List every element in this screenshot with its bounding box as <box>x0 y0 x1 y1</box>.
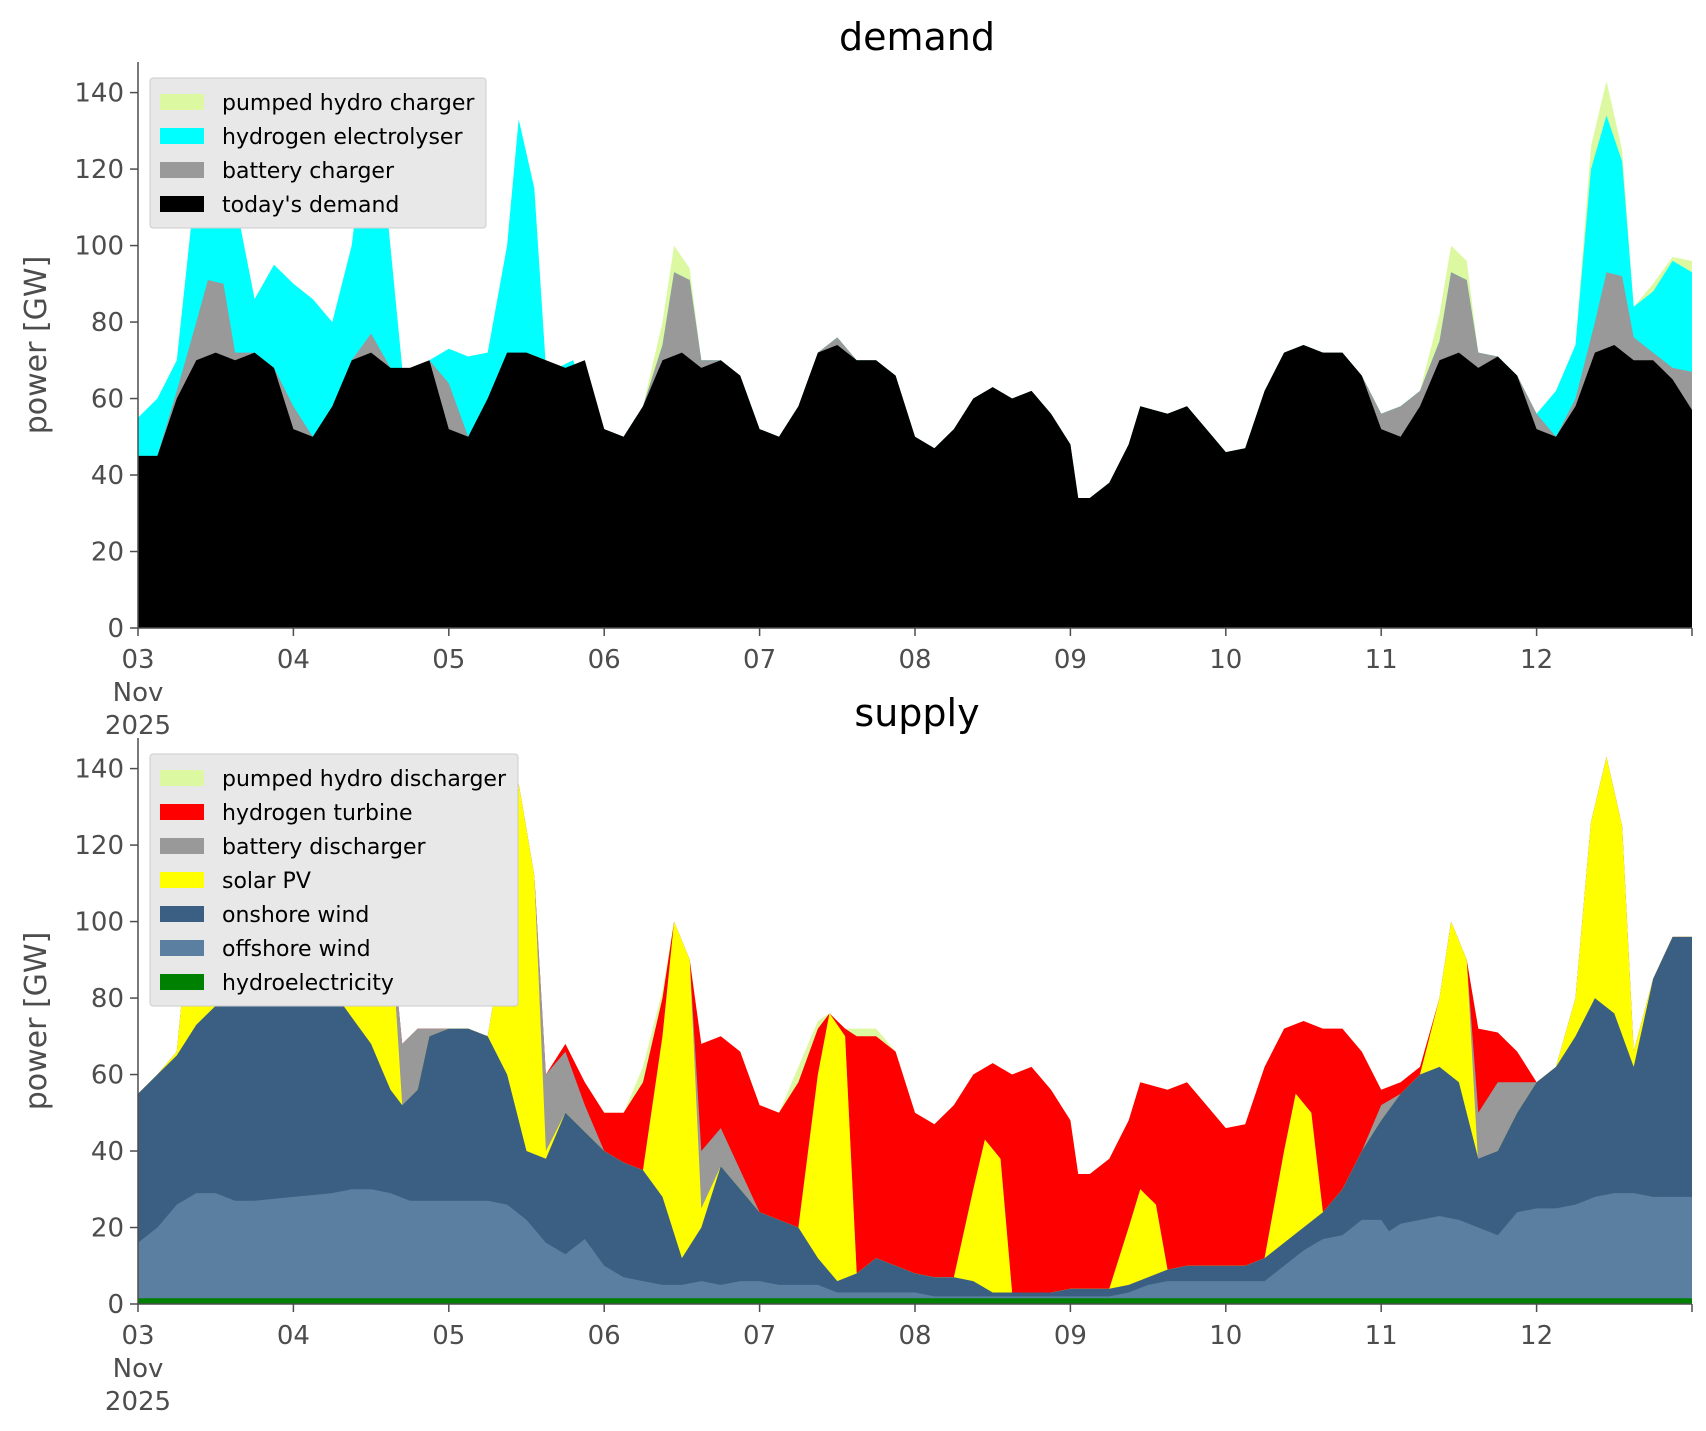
supply-y-tick-label: 0 <box>107 1290 124 1320</box>
demand-legend-item-hydrogen-electrolyser-swatch <box>160 128 204 144</box>
demand-y-tick-label: 40 <box>91 461 124 491</box>
supply-x-tick-label: 07 <box>743 1321 776 1351</box>
supply-legend-box <box>149 753 519 1007</box>
supply-x-tick-label: 12 <box>1520 1321 1553 1351</box>
demand-legend-item-battery-charger-swatch <box>160 162 204 178</box>
demand-x-tick-label: 12 <box>1520 645 1553 675</box>
supply-legend-item-hydrogen-turbine-label: hydrogen turbine <box>222 801 413 826</box>
supply-legend-item-offshore-wind-label: offshore wind <box>222 937 371 962</box>
demand-y-axis-title: power [GW] <box>19 256 54 435</box>
demand-legend-item-hydrogen-electrolyser: hydrogen electrolyser <box>160 125 463 150</box>
supply-legend-item-pumped-hydro-discharger-swatch <box>160 770 204 786</box>
supply-x-tick-label: 11 <box>1365 1321 1398 1351</box>
supply-legend-item-battery-discharger-swatch <box>160 838 204 854</box>
demand-legend: pumped hydro charger hydrogen electrolyse… <box>149 77 487 229</box>
supply-y-tick-label: 120 <box>74 831 124 861</box>
supply-areas <box>138 757 1692 1304</box>
supply-legend-item-hydrogen-turbine: hydrogen turbine <box>160 801 413 826</box>
supply-legend-item-hydroelectricity-swatch <box>160 974 204 990</box>
supply-legend-item-onshore-wind-label: onshore wind <box>222 903 369 928</box>
supply-y-tick-label: 100 <box>74 908 124 938</box>
demand-area-today-s-demand <box>138 345 1692 628</box>
supply-legend-item-solar-pv-swatch <box>160 872 204 888</box>
demand-legend-box <box>149 77 487 229</box>
supply-legend-item-onshore-wind: onshore wind <box>160 903 369 928</box>
demand-legend-item-battery-charger-label: battery charger <box>222 159 395 184</box>
supply-chart-title: supply <box>854 691 979 735</box>
demand-x-tick-label: 03 <box>121 645 154 675</box>
demand-y-tick-label: 80 <box>91 308 124 338</box>
demand-x-tick-label: 09 <box>1054 645 1087 675</box>
demand-x-tick-sublabel: Nov <box>113 678 164 708</box>
demand-legend-item-pumped-hydro-charger: pumped hydro charger <box>160 91 475 116</box>
demand-legend-item-today-s-demand: today's demand <box>160 193 399 218</box>
supply-y-tick-label: 80 <box>91 984 124 1014</box>
supply-legend-item-hydroelectricity-label: hydroelectricity <box>222 971 394 996</box>
supply-legend: pumped hydro discharger hydrogen turbine b… <box>149 753 519 1007</box>
supply-legend-item-solar-pv-label: solar PV <box>222 869 311 894</box>
demand-x-tick-label: 04 <box>277 645 310 675</box>
supply-legend-item-hydroelectricity: hydroelectricity <box>160 971 394 996</box>
supply-legend-item-pumped-hydro-discharger: pumped hydro discharger <box>160 767 507 792</box>
supply-legend-item-hydrogen-turbine-swatch <box>160 804 204 820</box>
supply-y-tick-label: 60 <box>91 1061 124 1091</box>
supply-x-tick-label: 05 <box>432 1321 465 1351</box>
demand-chart: demand power [GW] 0 20 40 60 80 100 120 140 03No… <box>19 15 1693 741</box>
demand-y-tick-label: 0 <box>107 614 124 644</box>
demand-legend-item-pumped-hydro-charger-swatch <box>160 94 204 110</box>
supply-area-onshore-wind <box>138 936 1692 1304</box>
supply-x-tick-label: 04 <box>277 1321 310 1351</box>
demand-y-tick-label: 140 <box>74 79 124 109</box>
supply-legend-item-pumped-hydro-discharger-label: pumped hydro discharger <box>222 767 507 792</box>
supply-legend-item-solar-pv: solar PV <box>160 869 311 894</box>
supply-x-tick-label: 08 <box>898 1321 931 1351</box>
supply-x-tick-sublabel: Nov <box>113 1354 164 1384</box>
supply-legend-item-offshore-wind: offshore wind <box>160 937 371 962</box>
demand-x-tick-label: 08 <box>898 645 931 675</box>
supply-y-tick-label: 20 <box>91 1214 124 1244</box>
demand-x-tick-label: 10 <box>1209 645 1242 675</box>
supply-legend-item-onshore-wind-swatch <box>160 906 204 922</box>
supply-y-tick-label: 140 <box>74 755 124 785</box>
supply-legend-item-offshore-wind-swatch <box>160 940 204 956</box>
supply-x-tick-label: 10 <box>1209 1321 1242 1351</box>
demand-legend-item-today-s-demand-label: today's demand <box>222 193 399 218</box>
demand-x-tick-label: 07 <box>743 645 776 675</box>
supply-x-tick-label: 06 <box>588 1321 621 1351</box>
supply-y-tick-label: 40 <box>91 1137 124 1167</box>
demand-legend-item-today-s-demand-swatch <box>160 196 204 212</box>
supply-x-tick-label: 09 <box>1054 1321 1087 1351</box>
supply-area-offshore-wind <box>138 1189 1692 1304</box>
supply-x-tick-sublabel: 2025 <box>105 1387 171 1417</box>
demand-x-tick-label: 05 <box>432 645 465 675</box>
demand-chart-title: demand <box>839 15 995 59</box>
demand-x-tick-label: 11 <box>1365 645 1398 675</box>
supply-x-tick-label: 03 <box>121 1321 154 1351</box>
supply-y-axis-title: power [GW] <box>19 932 54 1111</box>
demand-y-tick-label: 120 <box>74 155 124 185</box>
supply-legend-item-battery-discharger: battery discharger <box>160 835 427 860</box>
demand-y-tick-label: 60 <box>91 385 124 415</box>
demand-legend-item-pumped-hydro-charger-label: pumped hydro charger <box>222 91 475 116</box>
demand-legend-item-hydrogen-electrolyser-label: hydrogen electrolyser <box>222 125 463 150</box>
supply-legend-item-battery-discharger-label: battery discharger <box>222 835 427 860</box>
demand-y-tick-label: 100 <box>74 232 124 262</box>
demand-legend-item-battery-charger: battery charger <box>160 159 395 184</box>
supply-chart: supply power [GW] 0 20 40 60 80 100 120 140 03No… <box>19 691 1693 1417</box>
demand-areas <box>138 81 1692 629</box>
demand-x-tick-sublabel: 2025 <box>105 711 171 741</box>
demand-y-tick-label: 20 <box>91 538 124 568</box>
supply-area-hydroelectricity <box>138 1298 1692 1304</box>
demand-x-tick-label: 06 <box>588 645 621 675</box>
